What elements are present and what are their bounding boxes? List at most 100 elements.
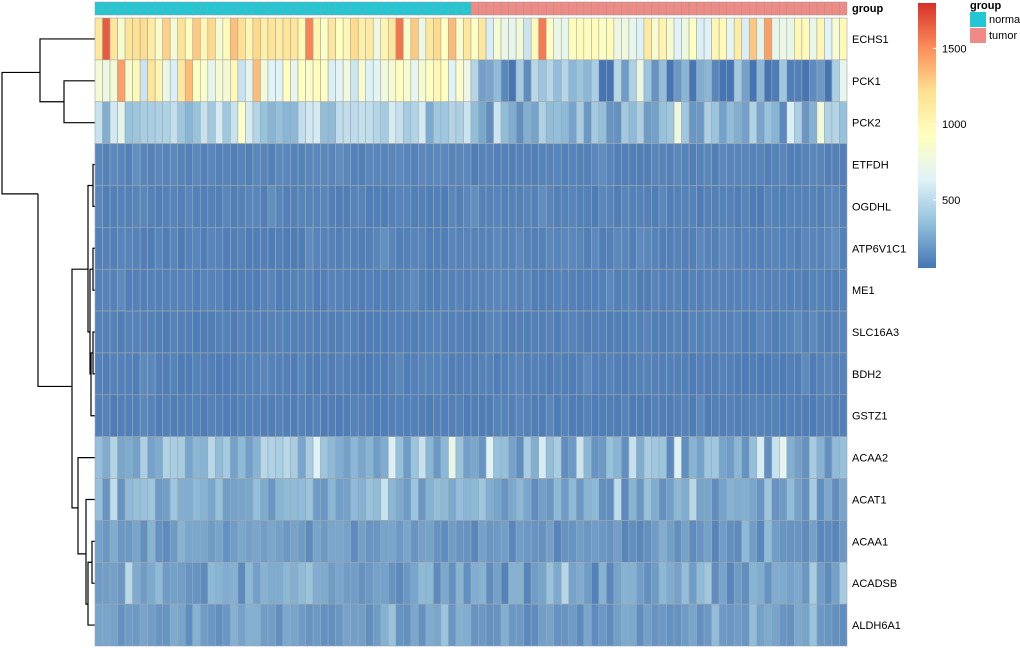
heatmap-cell xyxy=(312,394,321,437)
heatmap-cell xyxy=(215,603,224,647)
heatmap-cell xyxy=(102,143,111,186)
heatmap-cell xyxy=(470,352,479,396)
heatmap-cell xyxy=(545,227,555,270)
heatmap-cell xyxy=(117,185,126,228)
heatmap-cell xyxy=(628,59,637,103)
heatmap-cell xyxy=(643,478,652,521)
heatmap-cell xyxy=(222,143,231,186)
heatmap-cell xyxy=(403,268,412,312)
heatmap-cell xyxy=(598,59,607,103)
heatmap-cell xyxy=(703,436,712,479)
heatmap-cell xyxy=(433,227,442,270)
heatmap-cell xyxy=(718,143,727,186)
dendrogram-branch xyxy=(87,184,93,333)
heatmap-cell xyxy=(395,394,404,437)
heatmap-cell xyxy=(493,310,502,354)
heatmap-cell xyxy=(485,436,494,479)
heatmap-cell xyxy=(463,17,472,61)
heatmap-cell xyxy=(575,185,585,228)
heatmap-cell xyxy=(425,394,434,437)
heatmap-cell xyxy=(560,478,570,521)
heatmap-cell xyxy=(297,310,306,354)
heatmap-cell xyxy=(500,352,509,396)
heatmap-cell xyxy=(794,478,803,521)
heatmap-cell xyxy=(94,227,103,270)
heatmap-cell xyxy=(117,603,126,647)
heatmap-cell xyxy=(786,143,795,186)
heatmap-cell xyxy=(681,478,690,521)
heatmap-cell xyxy=(560,227,570,270)
heatmap-cell xyxy=(305,143,314,186)
heatmap-cell xyxy=(297,227,306,270)
heatmap-cell xyxy=(147,143,156,186)
heatmap-cell xyxy=(320,561,329,605)
heatmap-cell xyxy=(380,143,389,186)
heatmap-cell xyxy=(508,352,517,396)
heatmap-cell xyxy=(756,268,765,312)
heatmap-cell xyxy=(448,436,457,479)
heatmap-cell xyxy=(598,143,607,186)
heatmap-cell xyxy=(748,101,758,144)
heatmap-cell xyxy=(222,520,231,563)
heatmap-cell xyxy=(553,227,562,270)
colorbar-gradient xyxy=(918,3,936,268)
heatmap-cell xyxy=(357,143,367,186)
heatmap-cell xyxy=(297,603,306,647)
heatmap-cell xyxy=(312,185,321,228)
heatmap-cell xyxy=(741,185,750,228)
heatmap-cell xyxy=(658,520,667,563)
heatmap-cell xyxy=(613,59,622,103)
heatmap-cell xyxy=(252,310,261,354)
heatmap-cell xyxy=(613,352,622,396)
heatmap-cell xyxy=(643,268,652,312)
heatmap-cell xyxy=(327,17,336,61)
heatmap-cell xyxy=(621,59,630,103)
heatmap-cell xyxy=(681,59,690,103)
heatmap-cell xyxy=(448,143,457,186)
heatmap-cell xyxy=(380,101,389,144)
heatmap-cell xyxy=(824,561,833,605)
heatmap-cell xyxy=(553,310,562,354)
heatmap-cell xyxy=(515,143,524,186)
heatmap-cell xyxy=(297,394,306,437)
heatmap-cell xyxy=(726,603,735,647)
heatmap-cell xyxy=(688,561,697,605)
heatmap-cell xyxy=(162,101,171,144)
heatmap-cell xyxy=(703,478,712,521)
heatmap-cell xyxy=(779,310,788,354)
heatmap-cell xyxy=(636,59,645,103)
heatmap-cell xyxy=(410,394,419,437)
heatmap-cell xyxy=(463,268,472,312)
heatmap-cell xyxy=(425,227,434,270)
heatmap-cell xyxy=(478,352,487,396)
heatmap-cell xyxy=(207,59,216,103)
heatmap-cell xyxy=(756,17,765,61)
heatmap-cell xyxy=(230,143,239,186)
annotation-cell-tumor xyxy=(576,1,585,16)
heatmap-cell xyxy=(515,59,524,103)
heatmap-cell xyxy=(425,143,434,186)
heatmap-cell xyxy=(606,185,615,228)
heatmap-cell xyxy=(636,17,645,61)
heatmap-cell xyxy=(485,310,494,354)
heatmap-cell xyxy=(425,352,434,396)
heatmap-cell xyxy=(756,143,765,186)
heatmap-cell xyxy=(260,520,269,563)
heatmap-cell xyxy=(192,227,201,270)
heatmap-cell xyxy=(312,59,321,103)
heatmap-cell xyxy=(816,59,825,103)
heatmap-cell xyxy=(275,436,284,479)
heatmap-cell xyxy=(771,59,780,103)
heatmap-cell xyxy=(207,17,216,61)
heatmap-cell xyxy=(365,268,374,312)
heatmap-cell xyxy=(365,143,374,186)
heatmap-cell xyxy=(711,227,720,270)
heatmap-cell xyxy=(666,185,675,228)
heatmap-cell xyxy=(207,394,216,437)
heatmap-cell xyxy=(771,436,780,479)
annotation-cell-tumor xyxy=(666,1,675,16)
heatmap-cell xyxy=(297,352,306,396)
heatmap-cell xyxy=(312,268,321,312)
heatmap-cell xyxy=(282,561,291,605)
heatmap-cell xyxy=(320,520,329,563)
